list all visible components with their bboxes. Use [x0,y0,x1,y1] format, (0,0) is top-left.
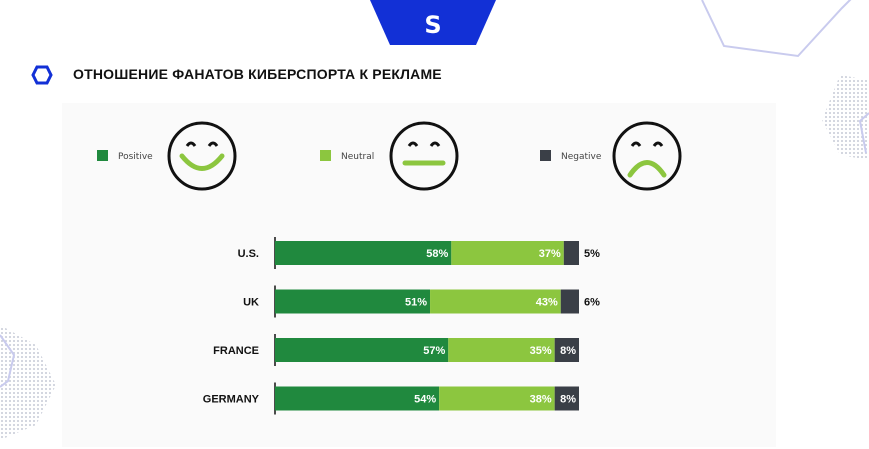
bar-neutral-germany [439,386,555,411]
category-label-france: FRANCE [213,345,259,357]
legend-swatch-positive [97,150,108,161]
bar-positive-germany [275,386,440,411]
legend-label-neutral: Neutral [341,152,374,162]
category-label-u-s: U.S. [238,248,259,260]
hexagon-bullet-icon [31,65,53,85]
value-label-neutral-u-s: 37% [539,248,561,260]
dotted-hexagon-decoration-right [822,75,869,160]
smile-face-icon [167,121,237,191]
value-label-negative-uk: 6% [584,297,600,309]
bar-neutral-uk [430,289,561,314]
bar-negative-france [554,338,579,362]
sad-face-icon [612,121,682,191]
legend-swatch-neutral [320,150,331,161]
bar-negative-uk [560,289,579,314]
top-logo-tab: S [370,0,496,45]
legend-label-positive: Positive [118,152,153,162]
dotted-hexagon-decoration-left [0,325,56,440]
neutral-face-icon [389,121,459,191]
logo-tab-shape [370,0,496,45]
bar-positive-uk [275,289,431,314]
bar-positive-france [275,338,449,362]
outline-hexagon-decoration [701,0,852,58]
chart-bars: U.S. 58% 37% 5% UK 51% 43% 6% FRANCE 57% 35% 8% GERM… [203,237,600,415]
value-label-positive-uk: 51% [405,297,427,309]
category-label-uk: UK [243,297,259,309]
value-label-neutral-germany: 38% [530,394,552,406]
page-title: ОТНОШЕНИЕ ФАНАТОВ КИБЕРСПОРТА К РЕКЛАМЕ [73,66,442,82]
value-label-neutral-uk: 43% [536,297,558,309]
value-label-positive-germany: 54% [414,394,436,406]
value-label-negative-france: 8% [560,345,576,357]
legend-label-negative: Negative [561,152,602,162]
bar-negative-germany [554,386,579,411]
value-label-neutral-france: 35% [530,345,552,357]
value-label-positive-france: 57% [423,345,445,357]
bar-neutral-france [448,338,555,362]
value-label-negative-u-s: 5% [584,248,600,260]
stacked-bar-chart: Positive Neutral Negative U.S. 58% 37% 5% UK… [97,121,682,415]
bar-positive-u-s [275,241,452,265]
legend-swatch-negative [540,150,551,161]
chart-legend: Positive Neutral Negative [97,121,682,191]
value-label-negative-germany: 8% [560,394,576,406]
bar-neutral-u-s [451,241,564,265]
category-label-germany: GERMANY [203,394,260,406]
bar-negative-u-s [563,241,579,265]
logo-glyph: S [424,11,441,39]
value-label-positive-u-s: 58% [426,248,448,260]
